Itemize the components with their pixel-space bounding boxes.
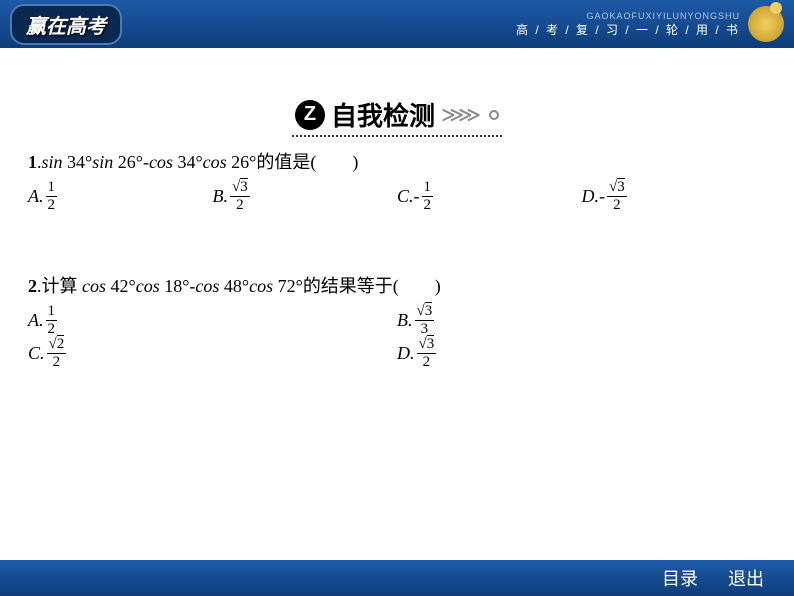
q2-options: A. 12 B. 33 C. 22 D. 32 — [28, 304, 766, 370]
q1-stem: 1.sin 34°sin 26°-cos 34°cos 26°的值是( ) — [28, 149, 766, 176]
q1-options: A. 12 B. 32 C.- 12 D.- 32 — [28, 180, 766, 213]
question-2: 2.计算 cos 42°cos 18°-cos 48°cos 72°的结果等于(… — [28, 273, 766, 370]
q1-option-b[interactable]: B. 32 — [213, 180, 398, 213]
q1-option-a[interactable]: A. 12 — [28, 180, 213, 213]
q2-number: 2 — [28, 276, 37, 296]
footer-bar: 目录 退出 — [0, 560, 794, 596]
q1-option-c[interactable]: C.- 12 — [397, 180, 582, 213]
dot-icon — [489, 110, 499, 120]
trophy-icon — [748, 6, 784, 42]
header-bar: 赢在高考 GAOKAOFUXIYILUNYONGSHU 高 / 考 / 复 / … — [0, 0, 794, 48]
arrows-icon: ≫≫ — [441, 102, 475, 128]
q2-option-b[interactable]: B. 33 — [397, 304, 766, 337]
z-badge-icon: Z — [295, 100, 325, 130]
header-subtitle: 高 / 考 / 复 / 习 / 一 / 轮 / 用 / 书 — [516, 21, 740, 38]
header-pinyin: GAOKAOFUXIYILUNYONGSHU — [516, 11, 740, 21]
content-area: 1.sin 34°sin 26°-cos 34°cos 26°的值是( ) A.… — [0, 137, 794, 442]
q2-stem: 2.计算 cos 42°cos 18°-cos 48°cos 72°的结果等于(… — [28, 273, 766, 300]
question-1: 1.sin 34°sin 26°-cos 34°cos 26°的值是( ) A.… — [28, 149, 766, 213]
q2-option-c[interactable]: C. 22 — [28, 337, 397, 370]
header-right: GAOKAOFUXIYILUNYONGSHU 高 / 考 / 复 / 习 / 一… — [516, 6, 784, 42]
section-title: Z 自我检测 ≫≫ — [0, 96, 794, 133]
q2-option-d[interactable]: D. 32 — [397, 337, 766, 370]
toc-button[interactable]: 目录 — [662, 565, 698, 591]
exit-button[interactable]: 退出 — [728, 565, 764, 591]
q1-number: 1 — [28, 152, 37, 172]
q2-option-a[interactable]: A. 12 — [28, 304, 397, 337]
section-title-text: 自我检测 — [331, 96, 435, 133]
q1-option-d[interactable]: D.- 32 — [582, 180, 767, 213]
logo: 赢在高考 — [10, 4, 122, 45]
